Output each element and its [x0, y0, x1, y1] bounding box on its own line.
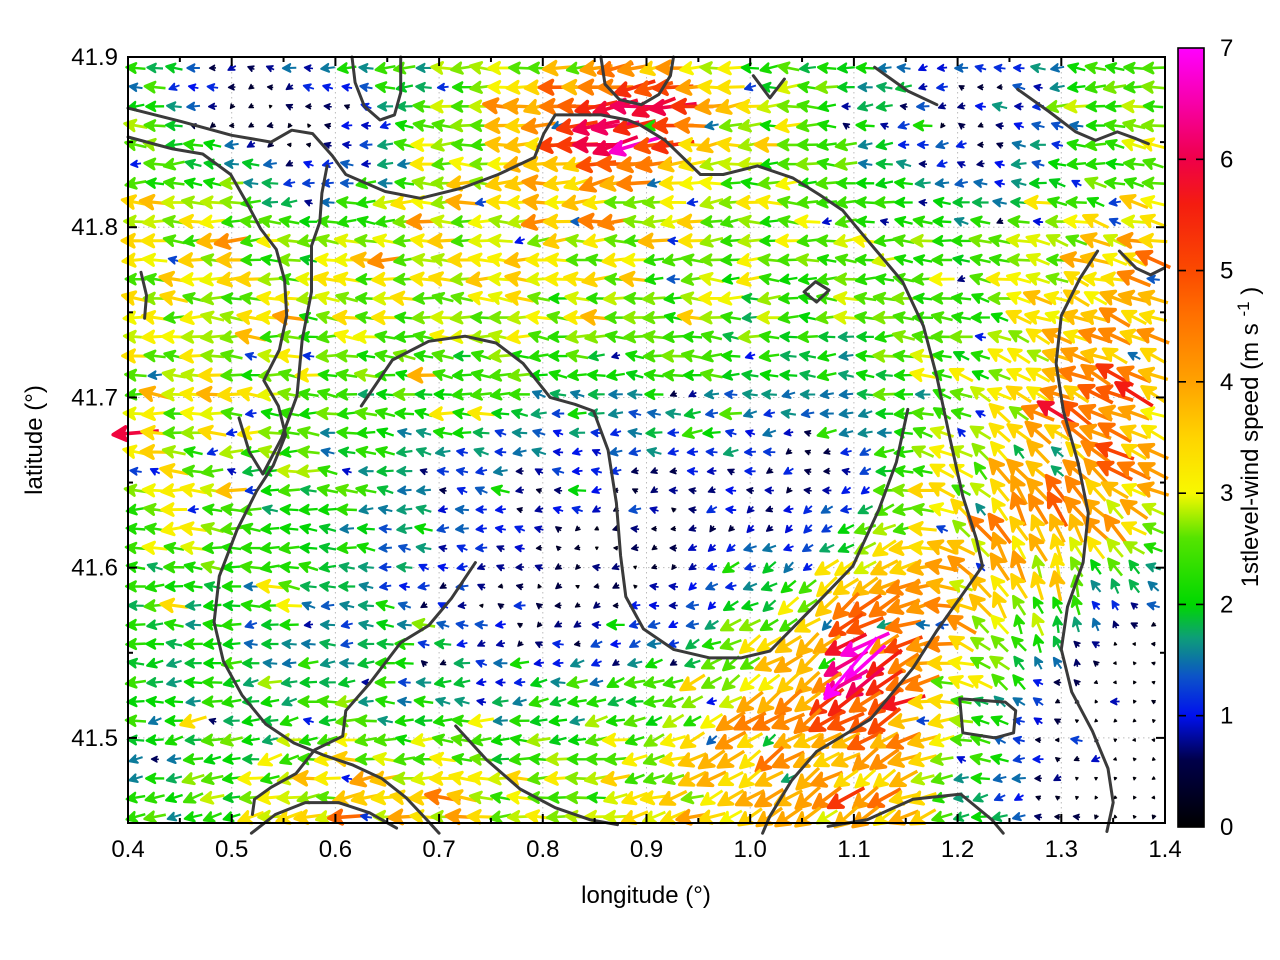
x-tick-label: 0.6 [319, 836, 352, 863]
y-tick-label: 41.7 [71, 384, 118, 411]
y-axis-title: latitude (°) [21, 385, 48, 495]
colorbar-title-sup: -1 [1234, 301, 1253, 316]
x-tick-label: 1.3 [1045, 836, 1078, 863]
colorbar-gradient [1178, 48, 1204, 827]
highlight-arrow-layer [823, 636, 878, 701]
colorbar-title: 1stlevel-wind speed (m s -1 ) [1228, 287, 1264, 588]
x-tick-label: 0.8 [526, 836, 559, 863]
tick-labels-layer: 0.4 0.5 0.6 0.7 0.8 0.9 1.0 1.1 1.2 1.3 1.4 41.5 41.… [71, 44, 1181, 863]
y-tick-label: 41.8 [71, 214, 118, 241]
colorbar-tick-label: 6 [1220, 146, 1233, 173]
axis-ticks-layer [127, 56, 1166, 824]
colorbar: 0 1 2 3 4 5 6 7 [1177, 35, 1233, 841]
colorbar-border [1177, 47, 1205, 828]
colorbar-tick-label: 3 [1220, 480, 1233, 507]
colorbar-title-main: 1stlevel-wind speed (m s [1237, 323, 1264, 587]
colorbar-title-close: ) [1237, 287, 1264, 295]
y-tick-label: 41.9 [71, 44, 118, 71]
y-tick-label: 41.6 [71, 555, 118, 582]
colorbar-tick-label: 5 [1220, 258, 1233, 285]
x-tick-label: 0.9 [630, 836, 663, 863]
x-tick-label: 0.4 [111, 836, 144, 863]
colorbar-tick-label: 4 [1220, 369, 1233, 396]
colorbar-tick-label: 1 [1220, 703, 1233, 730]
x-tick-label: 1.1 [837, 836, 870, 863]
x-tick-label: 0.5 [215, 836, 248, 863]
x-tick-label: 1.0 [734, 836, 767, 863]
contour-lines-layer [126, 55, 1166, 835]
wind-arrow-field-layer [111, 59, 1172, 829]
plot-render-layer: 0.4 0.5 0.6 0.7 0.8 0.9 1.0 1.1 1.2 1.3 1.4 41.5 41.… [71, 35, 1233, 863]
colorbar-tick-label: 2 [1220, 591, 1233, 618]
x-axis-title: longitude (°) [581, 882, 711, 909]
x-tick-label: 0.7 [422, 836, 455, 863]
x-tick-label: 1.4 [1148, 836, 1181, 863]
x-tick-label: 1.2 [941, 836, 974, 863]
colorbar-tick-label: 7 [1220, 35, 1233, 62]
y-tick-label: 41.5 [71, 725, 118, 752]
colorbar-tick-label: 0 [1220, 814, 1233, 841]
